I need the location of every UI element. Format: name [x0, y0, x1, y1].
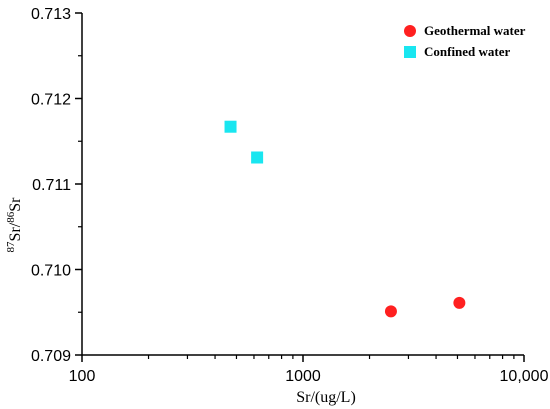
legend-label: Geothermal water	[424, 23, 526, 38]
y-axis-title-base1: Sr/	[7, 222, 24, 241]
geothermal-water-point	[384, 305, 397, 318]
x-ticks	[81, 355, 525, 362]
y-axis-title-base2: Sr	[7, 197, 24, 212]
data-points	[224, 120, 466, 318]
y-axis-title-sup2: 86	[5, 211, 17, 223]
geothermal-water-point	[453, 296, 466, 309]
legend-marker-confined	[404, 46, 416, 58]
legend-marker-geothermal	[404, 25, 416, 37]
y-ticks	[75, 12, 82, 356]
y-axis-title-sup1: 87	[5, 241, 17, 253]
y-tick-label: 0.712	[31, 92, 71, 109]
y-tick-label: 0.710	[31, 263, 71, 280]
y-tick-label: 0.709	[31, 348, 71, 365]
legend-label: Confined water	[424, 44, 511, 59]
x-tick-label: 100	[69, 368, 96, 385]
y-tick-label: 0.711	[32, 177, 71, 194]
x-tick-labels: 100 1000 10,000	[69, 368, 549, 385]
y-tick-label: 0.713	[31, 6, 71, 23]
x-tick-label: 10,000	[500, 368, 549, 385]
confined-water-point	[251, 151, 264, 164]
y-tick-labels: 0.709 0.710 0.711 0.712 0.713	[31, 6, 71, 365]
legend: Geothermal water Confined water	[404, 23, 526, 59]
x-axis-title: Sr/(ug/L)	[296, 389, 356, 406]
y-axis-title: 87Sr/86Sr	[5, 197, 24, 253]
confined-water-point	[224, 120, 237, 133]
x-tick-label: 1000	[285, 368, 321, 385]
